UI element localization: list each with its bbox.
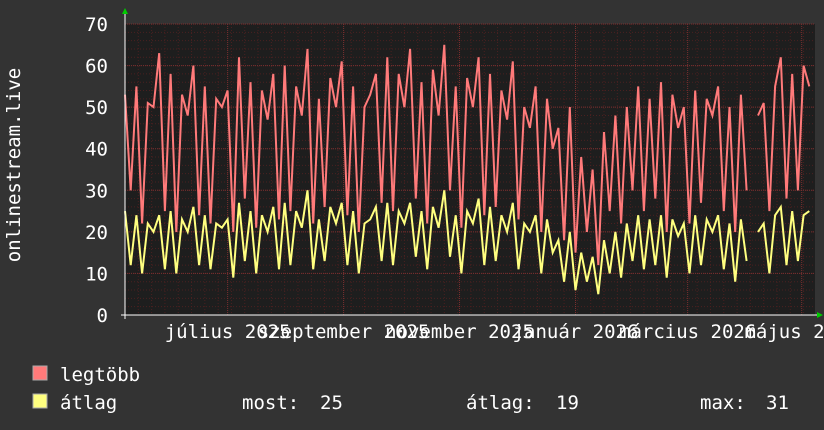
series-line [757, 204, 810, 274]
stat-value: 19 [556, 392, 579, 414]
x-tick-label: január 2026 [513, 321, 639, 343]
y-axis-label: onlinestream.live [3, 68, 25, 262]
lines [124, 44, 811, 295]
stat-value: 31 [766, 392, 789, 414]
arrow [817, 312, 823, 318]
stat-label: most: [242, 392, 299, 414]
y-tick-label: 70 [85, 14, 108, 36]
x-tick-label: július 2025 [165, 321, 291, 343]
series-line [757, 57, 811, 212]
y-tick-label: 40 [85, 139, 108, 161]
y-tick-label: 30 [85, 180, 108, 202]
stat-label: átlag: [466, 392, 535, 414]
y-tick-label: 20 [85, 222, 108, 244]
legend-label: legtöbb [60, 364, 140, 386]
stat-value: 25 [320, 392, 343, 414]
legend-label: átlag [60, 392, 117, 414]
series-line [124, 44, 748, 266]
arrow [122, 8, 128, 14]
x-tick-label: november 2025 [385, 321, 534, 343]
y-tick-label: 50 [85, 97, 108, 119]
x-tick-label: szeptember 2025 [258, 321, 430, 343]
x-tick-label: május 2026 [744, 321, 824, 343]
stat-label: max: [700, 392, 746, 414]
y-tick-label: 60 [85, 56, 108, 78]
y-tick-label: 0 [97, 305, 108, 327]
legend-swatch [32, 365, 48, 381]
legend-swatch [32, 393, 48, 409]
series-line [124, 190, 748, 295]
plot-area [125, 24, 815, 315]
x-tick-label: március 2026 [619, 321, 756, 343]
y-tick-label: 10 [85, 263, 108, 285]
